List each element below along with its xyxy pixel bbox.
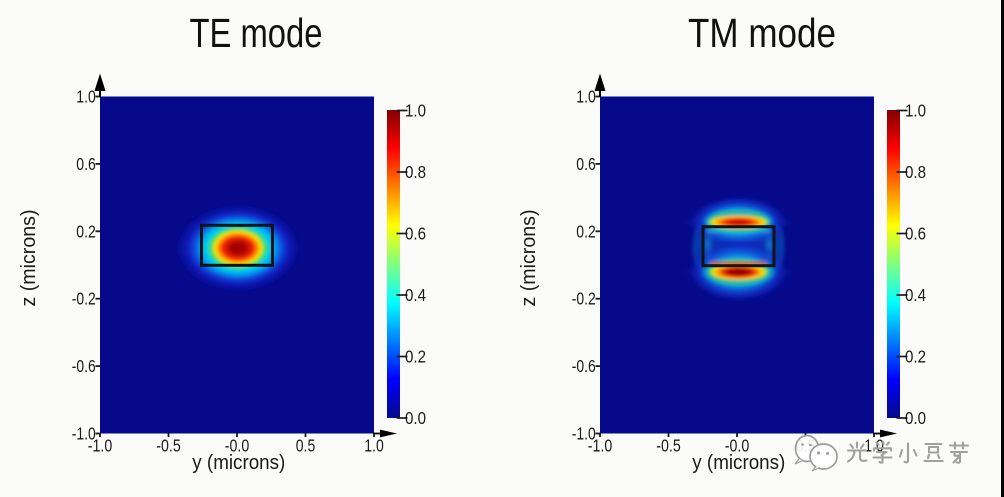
svg-text:1.0: 1.0 (405, 101, 426, 121)
svg-text:0.2: 0.2 (76, 221, 96, 241)
svg-text:0.6: 0.6 (405, 224, 426, 244)
svg-text:0.6: 0.6 (905, 224, 926, 244)
svg-text:TE mode: TE mode (190, 10, 323, 56)
svg-text:0.8: 0.8 (405, 162, 426, 182)
svg-text:0.2: 0.2 (405, 347, 426, 367)
svg-text:-0.2: -0.2 (572, 289, 596, 309)
svg-text:y (microns): y (microns) (192, 452, 285, 474)
svg-text:-0.6: -0.6 (72, 356, 96, 376)
svg-text:-0.0: -0.0 (225, 436, 250, 456)
svg-text:1.0: 1.0 (864, 436, 884, 456)
svg-text:0.8: 0.8 (905, 162, 926, 182)
svg-text:0.5: 0.5 (296, 436, 316, 456)
svg-text:TM mode: TM mode (688, 10, 836, 56)
svg-text:0.4: 0.4 (405, 285, 426, 305)
svg-text:0.2: 0.2 (576, 221, 596, 241)
svg-text:z (microns): z (microns) (18, 210, 40, 307)
svg-text:-0.6: -0.6 (572, 356, 596, 376)
svg-text:-1.0: -1.0 (72, 424, 96, 444)
svg-text:-0.5: -0.5 (156, 436, 181, 456)
svg-text:-1.0: -1.0 (88, 436, 113, 456)
svg-text:1.0: 1.0 (76, 87, 96, 107)
svg-text:0.4: 0.4 (905, 285, 926, 305)
svg-text:0.0: 0.0 (905, 408, 926, 428)
svg-text:1.0: 1.0 (364, 436, 384, 456)
svg-text:-1.0: -1.0 (572, 424, 596, 444)
svg-text:z (microns): z (microns) (518, 210, 540, 307)
svg-text:y (microns): y (microns) (692, 452, 785, 474)
svg-text:-0.5: -0.5 (656, 436, 681, 456)
svg-text:-1.0: -1.0 (588, 436, 613, 456)
svg-text:0.6: 0.6 (576, 154, 596, 174)
svg-text:0.2: 0.2 (905, 347, 926, 367)
svg-text:1.0: 1.0 (905, 101, 926, 121)
svg-text:0.0: 0.0 (405, 408, 426, 428)
svg-text:-0.0: -0.0 (725, 436, 750, 456)
svg-text:-0.2: -0.2 (72, 289, 96, 309)
svg-text:0.6: 0.6 (76, 154, 96, 174)
svg-text:1.0: 1.0 (576, 87, 596, 107)
